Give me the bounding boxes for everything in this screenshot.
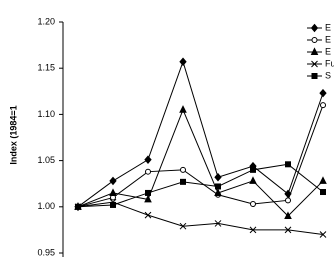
point: [320, 189, 326, 196]
legend-label: E: [325, 46, 331, 56]
point: [215, 183, 221, 190]
point: [250, 201, 256, 208]
point: [319, 231, 327, 238]
legend-marker: [310, 23, 319, 33]
point: [285, 161, 291, 168]
legend-marker: [311, 73, 318, 79]
point: [249, 176, 257, 184]
point: [144, 194, 152, 203]
series-line: [77, 60, 324, 208]
y-tick-label: 1.15: [37, 63, 55, 73]
point: [284, 226, 292, 234]
point: [180, 178, 186, 185]
series-line: [77, 163, 324, 208]
point: [109, 188, 117, 196]
point: [145, 168, 151, 175]
y-axis-label: Index (1984=1: [8, 105, 18, 164]
point: [320, 102, 326, 109]
point: [214, 220, 222, 227]
point: [179, 57, 187, 67]
point: [179, 222, 187, 230]
y-tick-label: 0.95: [37, 247, 55, 257]
point: [109, 176, 117, 186]
point: [144, 211, 152, 219]
legend-label: Fu: [325, 58, 334, 68]
point: [284, 211, 292, 220]
legend-label: S: [325, 70, 331, 80]
series-line: [77, 201, 324, 236]
y-tick-label: 1.20: [37, 16, 55, 26]
legend-marker: [310, 47, 319, 55]
point: [319, 176, 327, 184]
legend-label: E: [325, 34, 331, 44]
series-line: [77, 104, 324, 208]
point: [214, 188, 222, 196]
point: [319, 88, 327, 98]
point: [180, 166, 186, 173]
y-tick-label: 1.00: [37, 201, 55, 211]
point: [75, 203, 81, 210]
point: [250, 166, 256, 173]
point: [110, 201, 116, 208]
legend-marker: [311, 37, 318, 43]
y-tick-label: 1.10: [37, 109, 55, 119]
point: [214, 172, 222, 182]
legend-marker: [311, 60, 318, 68]
point: [144, 155, 152, 164]
series-line: [77, 108, 324, 217]
point: [179, 105, 187, 113]
point: [145, 189, 151, 196]
y-tick-label: 1.05: [37, 155, 55, 165]
legend-label: E: [325, 22, 331, 32]
point: [285, 197, 291, 204]
point: [249, 226, 257, 234]
